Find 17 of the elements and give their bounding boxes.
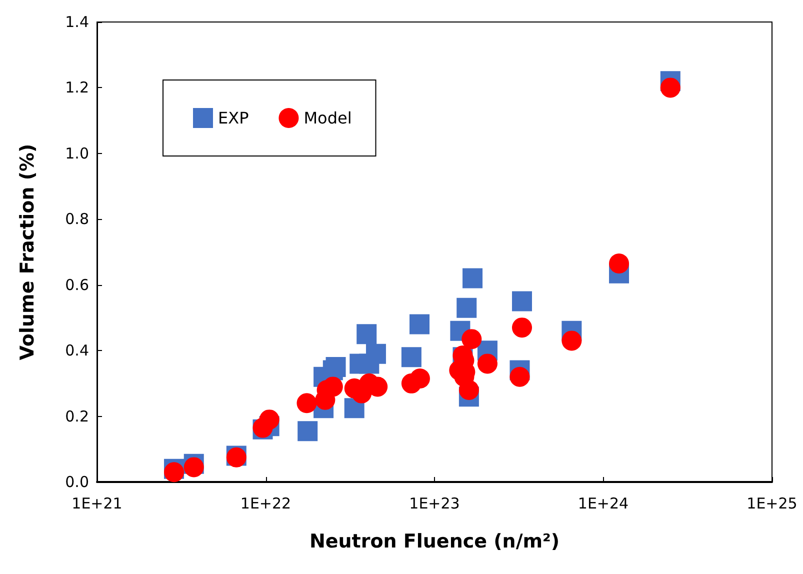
legend-label: Model — [304, 108, 352, 128]
legend-label: EXP — [218, 108, 250, 128]
y-axis-title: Volume Fraction (%) — [16, 144, 38, 360]
x-tick-label: 1E+24 — [578, 494, 629, 512]
y-tick-label: 1.2 — [65, 78, 89, 97]
y-tick-label: 0.6 — [65, 276, 89, 294]
y-tick-label: 0.2 — [65, 407, 89, 426]
y-tick-label: 1.0 — [65, 144, 89, 162]
x-tick-label: 1E+25 — [746, 494, 798, 512]
x-tick-label: 1E+21 — [72, 494, 122, 512]
y-tick-label: 0.4 — [65, 342, 89, 360]
x-tick-label: 1E+23 — [409, 494, 460, 512]
y-tick-label: 0.8 — [65, 210, 89, 228]
y-tick-label: 0.0 — [65, 473, 89, 491]
y-tick-label: 1.4 — [65, 13, 89, 31]
x-tick-label: 1E+22 — [240, 494, 292, 512]
x-axis-title: Neutron Fluence (n/m²) — [309, 530, 560, 552]
